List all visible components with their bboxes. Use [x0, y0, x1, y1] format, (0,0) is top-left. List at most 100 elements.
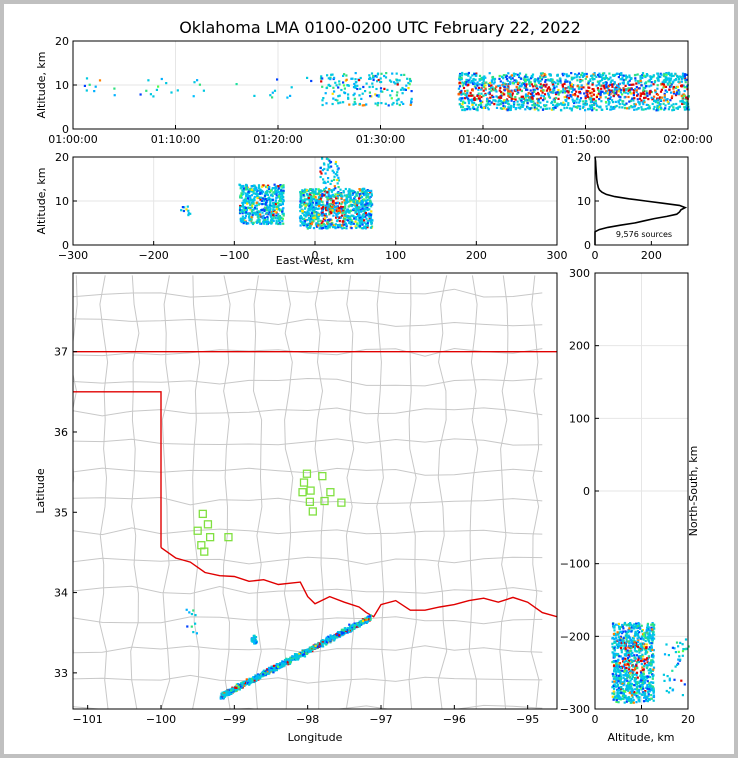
source-point: [281, 201, 284, 204]
source-point: [671, 109, 674, 112]
source-point: [365, 222, 368, 226]
source-point: [514, 89, 517, 93]
source-point: [617, 76, 620, 79]
source-point: [561, 84, 564, 87]
source-point: [370, 205, 373, 208]
source-point: [681, 77, 684, 80]
source-point: [313, 208, 316, 211]
source-point: [230, 689, 233, 692]
source-point: [365, 618, 368, 621]
source-point: [347, 205, 350, 208]
source-point: [356, 194, 359, 197]
source-point: [277, 665, 280, 668]
source-point: [614, 105, 617, 108]
source-point: [350, 219, 353, 222]
source-point: [291, 658, 294, 661]
source-point: [563, 96, 566, 99]
source-point: [648, 105, 651, 108]
source-point: [666, 82, 669, 85]
source-point: [272, 217, 275, 220]
source-point: [547, 86, 550, 89]
source-point: [278, 200, 281, 203]
source-point: [542, 83, 546, 86]
source-point: [603, 72, 606, 75]
source-point: [266, 190, 269, 193]
source-point: [279, 196, 282, 199]
x-tick-label: 0: [592, 249, 599, 262]
source-point: [538, 86, 541, 89]
source-point: [672, 108, 676, 111]
source-point: [589, 97, 592, 100]
source-point: [308, 213, 311, 216]
source-point: [306, 76, 309, 79]
source-point: [88, 83, 91, 86]
source-point: [250, 216, 253, 219]
source-point: [347, 195, 350, 198]
source-point: [610, 108, 613, 111]
source-point: [258, 192, 262, 195]
source-point: [605, 107, 609, 110]
lma-station-marker: [299, 478, 309, 487]
source-point: [265, 222, 268, 226]
source-point: [303, 220, 307, 223]
source-point: [279, 184, 282, 187]
source-point: [321, 200, 324, 204]
source-point: [515, 85, 518, 88]
source-point: [329, 199, 333, 202]
source-point: [276, 217, 279, 220]
source-point: [528, 81, 531, 84]
source-point: [334, 223, 337, 226]
source-point: [319, 175, 322, 179]
source-point: [289, 94, 292, 97]
source-point: [607, 100, 611, 103]
source-point: [591, 76, 594, 79]
source-point: [295, 653, 298, 656]
source-point: [662, 75, 665, 78]
source-point: [460, 99, 463, 102]
source-point: [335, 635, 338, 638]
source-point: [321, 99, 324, 102]
source-point: [511, 82, 515, 85]
source-point: [333, 76, 336, 79]
source-point: [683, 74, 686, 77]
source-point: [525, 76, 528, 79]
source-point: [644, 96, 647, 99]
source-point: [276, 78, 279, 81]
source-point: [608, 89, 611, 92]
source-point: [628, 74, 631, 77]
source-point: [274, 188, 277, 191]
source-point: [350, 227, 353, 230]
source-point: [310, 208, 313, 211]
source-point: [597, 83, 600, 86]
source-point: [648, 85, 651, 88]
source-point: [251, 213, 254, 216]
source-point: [540, 86, 543, 89]
source-point: [578, 99, 581, 102]
source-point: [340, 197, 343, 200]
source-point: [616, 676, 619, 679]
source-point: [187, 214, 190, 217]
source-point: [526, 95, 529, 98]
source-point: [566, 90, 569, 93]
source-point: [270, 665, 273, 668]
source-point: [684, 79, 687, 82]
source-point: [467, 100, 470, 103]
source-point: [652, 691, 655, 694]
source-point: [408, 77, 412, 81]
source-point: [358, 206, 361, 209]
source-point: [275, 196, 278, 199]
source-point: [643, 92, 646, 96]
source-point: [360, 218, 363, 221]
source-point: [319, 166, 322, 170]
source-point: [565, 75, 569, 78]
source-point: [364, 212, 367, 215]
source-point: [509, 90, 512, 93]
source-point: [604, 74, 607, 77]
source-point: [195, 632, 198, 635]
source-point: [249, 203, 252, 206]
source-point: [524, 79, 527, 82]
county-line: [73, 556, 543, 565]
source-point: [489, 96, 492, 99]
source-point: [537, 109, 540, 112]
x-tick-label: 300: [547, 249, 568, 262]
